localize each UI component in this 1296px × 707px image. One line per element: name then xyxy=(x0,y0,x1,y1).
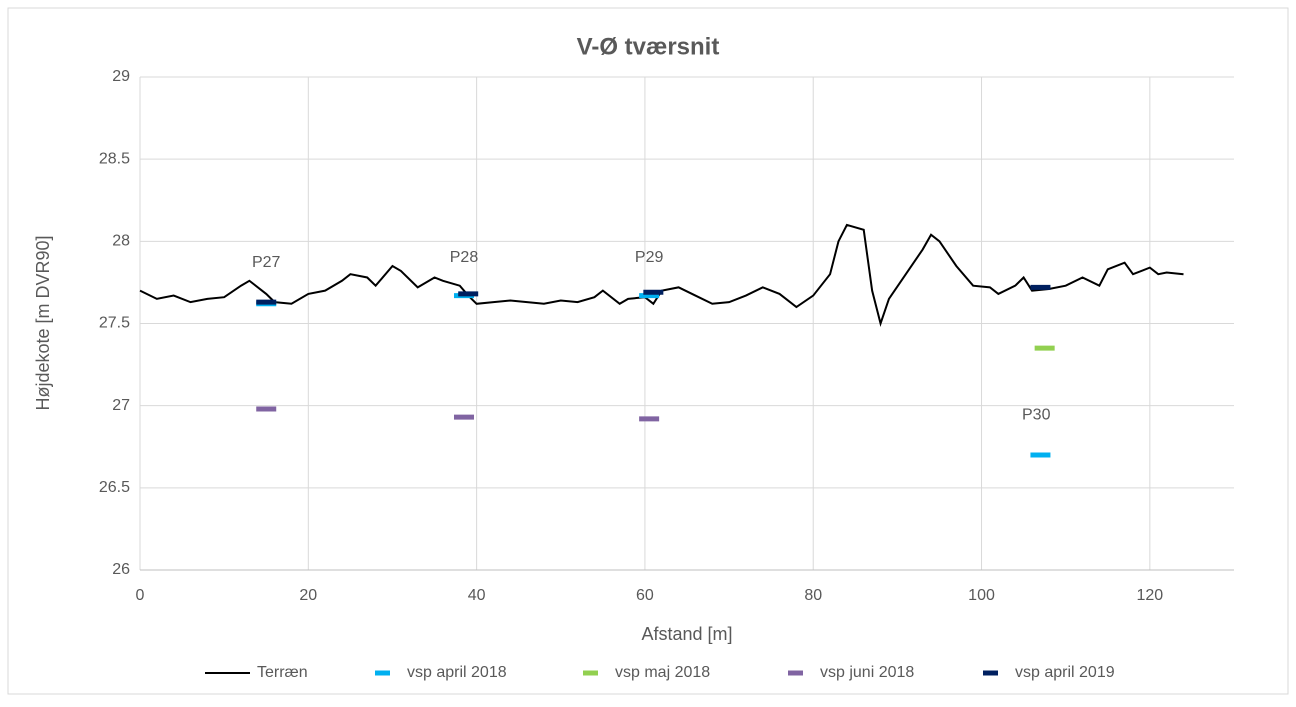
y-axis-label: Højdekote [m DVR90] xyxy=(33,235,53,410)
y-tick-label: 27 xyxy=(112,397,130,414)
chart-frame xyxy=(7,7,1289,695)
y-tick-label: 26.5 xyxy=(99,479,130,496)
y-tick-label: 28 xyxy=(112,233,130,250)
x-tick-label: 20 xyxy=(299,587,317,604)
y-tick-label: 26 xyxy=(112,561,130,578)
annotation: P28 xyxy=(450,249,479,266)
x-tick-label: 80 xyxy=(804,587,822,604)
terrain-line xyxy=(139,223,1184,327)
legend-label: Terræn xyxy=(257,664,308,681)
x-tick-label: 60 xyxy=(636,587,654,604)
x-tick-label: 100 xyxy=(968,587,995,604)
y-tick-label: 28.5 xyxy=(99,150,130,167)
x-axis-label: Afstand [m] xyxy=(641,624,732,644)
legend-label: vsp juni 2018 xyxy=(820,664,914,681)
x-tick-label: 120 xyxy=(1136,587,1163,604)
chart-title: V-Ø tværsnit xyxy=(577,33,720,60)
legend-label: vsp april 2019 xyxy=(1015,664,1115,681)
legend-label: vsp maj 2018 xyxy=(615,664,710,681)
annotation: P30 xyxy=(1022,407,1051,424)
legend-label: vsp april 2018 xyxy=(407,664,507,681)
x-tick-label: 40 xyxy=(468,587,486,604)
annotation: P27 xyxy=(252,254,281,271)
y-tick-label: 29 xyxy=(112,68,130,85)
y-tick-label: 27.5 xyxy=(99,315,130,332)
annotation: P29 xyxy=(635,249,664,266)
x-tick-label: 0 xyxy=(136,587,145,604)
